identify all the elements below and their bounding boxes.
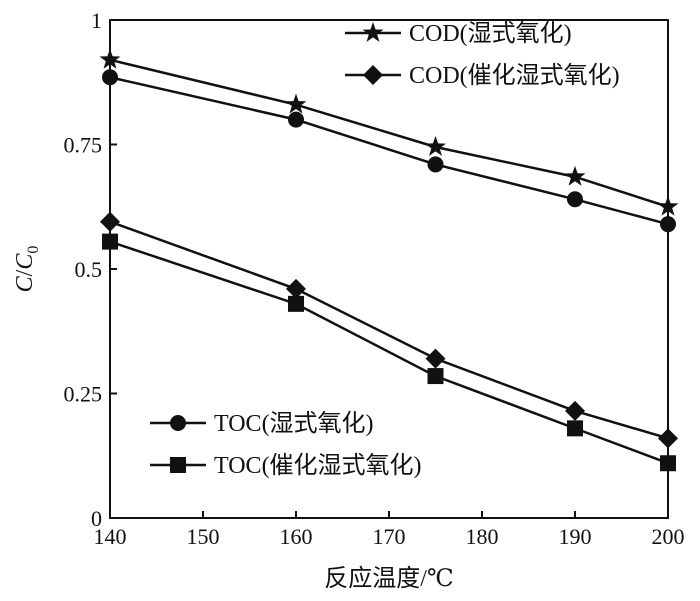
data-point-square-marker [427,368,444,385]
x-axis-title: 反应温度/℃ [324,565,454,592]
legend-layer: COD(湿式氧化) COD(催化湿式氧化) TOC(湿式氧化) TOC(催化湿式氧化) [150,20,620,479]
series-circle [102,69,676,233]
legend-entry: TOC(催化湿式氧化) [150,452,422,479]
data-point-star-marker [285,93,307,114]
y-tick-label: 0.25 [64,382,103,407]
legend-label: COD(湿式氧化) [409,20,572,47]
data-point-diamond-marker [425,348,446,369]
x-tick-label: 190 [559,524,592,549]
legend-square-marker [170,457,186,473]
data-point-diamond-marker [565,400,585,421]
legend-top-right: COD(湿式氧化) COD(催化湿式氧化) [345,20,620,89]
legend-diamond-marker [363,65,383,85]
data-point-circle-marker [427,156,444,173]
legend-entry: COD(湿式氧化) [345,20,572,47]
series-square [102,233,676,472]
data-point-circle-marker [567,191,583,208]
y-tick-label: 0 [91,506,102,531]
legend-label: COD(催化湿式氧化) [409,62,620,89]
legend-label: TOC(湿式氧化) [214,410,374,437]
x-tick-label: 140 [94,524,127,549]
data-point-square-marker [288,295,304,312]
y-tick-label: 0.5 [75,257,103,282]
data-point-square-marker [567,420,583,437]
y-axis-title-numerator: C [12,275,38,292]
y-tick-label: 1 [91,8,102,33]
y-tick-label: 0.75 [64,133,103,158]
legend-entry: TOC(湿式氧化) [150,410,374,437]
legend-circle-marker [170,415,186,431]
data-point-diamond-marker [286,278,306,299]
series-layer [99,48,679,472]
legend-entry: COD(催化湿式氧化) [345,62,620,89]
series-line [109,220,669,440]
y-axis-title-denominator: C [12,253,38,270]
legend-star-marker [362,22,384,42]
legend-label: TOC(催化湿式氧化) [214,452,422,479]
data-point-star-marker [564,165,586,186]
x-tick-label: 200 [652,524,685,549]
series-line [109,240,669,465]
x-tick-label: 170 [373,524,406,549]
y-axis-title: C/C0 [12,246,42,293]
x-tick-label: 180 [466,524,499,549]
legend-bottom-left: TOC(湿式氧化) TOC(催化湿式氧化) [150,410,422,479]
y-axis-title-subscript: 0 [25,246,42,254]
y-axis-title-slash: / [12,269,38,276]
x-tick-label: 160 [280,524,313,549]
series-line [109,76,669,226]
series-diamond [100,211,678,449]
x-tick-label: 150 [187,524,220,549]
data-point-star-marker [425,135,446,156]
ticks-layer: 140 150 160 170 180 190 200 0 0.25 0.5 0.75 1 [64,8,685,549]
data-point-circle-marker [288,111,304,128]
